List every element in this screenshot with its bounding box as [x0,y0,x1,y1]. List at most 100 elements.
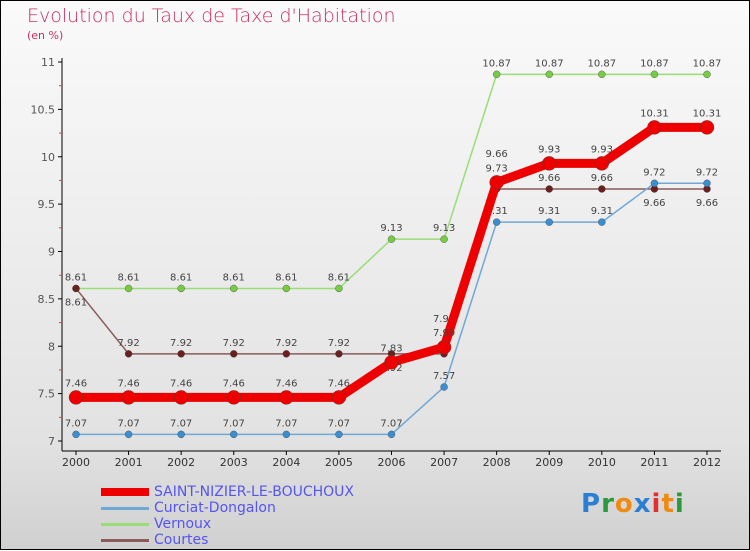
data-label: 7.92 [328,338,350,349]
data-label: 7.07 [275,418,297,429]
data-point [335,284,343,293]
data-point [124,430,133,439]
data-label: 10.87 [535,58,564,69]
data-label: 9.73 [486,163,508,174]
legend-swatch [101,488,149,496]
data-label: 8.61 [65,297,87,308]
x-tick-label: 2006 [378,456,406,469]
y-tick-label: 10 [41,151,55,164]
data-point [177,430,185,439]
data-point [282,284,291,293]
data-label: 9.93 [538,144,560,155]
data-label: 10.87 [693,58,722,69]
data-point [594,156,610,171]
data-point [124,284,133,293]
data-point [699,120,715,135]
data-point [230,350,238,358]
data-point [598,218,606,226]
x-tick-label: 2008 [483,456,511,469]
x-tick-label: 2003 [220,456,248,469]
data-point [384,355,399,370]
y-tick-label: 10.5 [31,103,56,116]
x-tick-label: 2009 [535,456,563,469]
data-label: 9.66 [486,149,508,160]
data-point [650,179,659,187]
data-label: 7.46 [117,378,139,389]
legend-label: Curciat-Dongalon [154,500,276,516]
data-point [72,284,80,293]
data-point [598,185,606,193]
y-tick-label: 7.5 [38,388,56,401]
x-tick-label: 2002 [167,456,195,469]
data-point [335,350,343,358]
data-point [226,390,241,405]
data-point [492,70,501,79]
y-tick-label: 8 [48,340,55,353]
data-point [335,430,343,439]
data-label: 7.07 [170,418,192,429]
data-label: 9.31 [538,206,560,217]
x-tick-label: 2010 [588,456,616,469]
data-point [282,430,291,439]
x-tick-label: 2004 [272,456,300,469]
data-point [177,284,185,293]
data-point [387,235,396,243]
data-point [282,350,291,358]
x-tick-label: 2007 [430,456,458,469]
data-label: 7.92 [170,338,192,349]
data-point [121,390,136,405]
data-label: 7.46 [65,378,87,389]
data-label: 7.46 [223,378,245,389]
data-label: 7.07 [223,418,245,429]
series-saint-nizier-le-bouchoux: 7.46 7.46 7.46 7.46 7.46 7.46 7.83 7.99 9.73 9.93… [65,108,722,405]
y-tick-label: 7 [48,435,55,448]
data-label: 7.46 [170,378,192,389]
data-label: 10.31 [640,108,669,119]
data-label: 7.92 [433,314,455,325]
data-label: 7.57 [433,371,455,382]
data-point [279,390,294,405]
data-label: 7.07 [380,418,402,429]
x-tick-label: 2011 [640,456,668,469]
data-label: 10.87 [588,58,617,69]
data-label: 9.72 [696,167,718,178]
data-point [124,350,133,358]
x-tick-label: 2001 [115,456,143,469]
data-point [173,390,189,405]
series-courtes: 8.617.927.927.927.927.927.927.929.669.66… [65,149,718,374]
data-label: 7.83 [380,343,402,354]
data-label: 9.72 [643,167,665,178]
data-label: 7.46 [275,378,297,389]
data-point [703,70,711,79]
y-tick-label: 9 [48,246,55,259]
data-label: 7.07 [117,418,139,429]
data-label: 8.61 [65,272,87,283]
legend-swatch [101,506,149,510]
data-label: 9.31 [486,206,508,217]
data-label: 9.66 [591,173,613,184]
data-point [545,218,553,226]
chart-title: Evolution du Taux de Taxe d'Habitation [27,5,396,27]
data-label: 7.92 [223,338,245,349]
data-label: 10.31 [693,108,722,119]
data-label: 8.61 [275,272,297,283]
data-label: 8.61 [223,272,245,283]
data-point [545,185,553,193]
data-label: 9.13 [433,223,455,234]
data-label: 9.66 [643,198,665,209]
data-point [230,284,238,293]
data-label: 7.99 [433,328,455,339]
y-tick-label: 8.5 [38,293,56,306]
data-point [489,175,504,190]
proxiti-logo: Proxiti [581,489,685,519]
data-label: 8.61 [117,272,139,283]
data-point [703,179,711,187]
legend-label: Courtes [154,532,209,548]
data-point [72,430,80,439]
data-label: 7.46 [328,378,350,389]
y-tick-label: 9.5 [38,198,56,211]
data-label: 7.92 [275,338,297,349]
legend-label: SAINT-NIZIER-LE-BOUCHOUX [154,484,355,500]
data-point [331,390,347,405]
